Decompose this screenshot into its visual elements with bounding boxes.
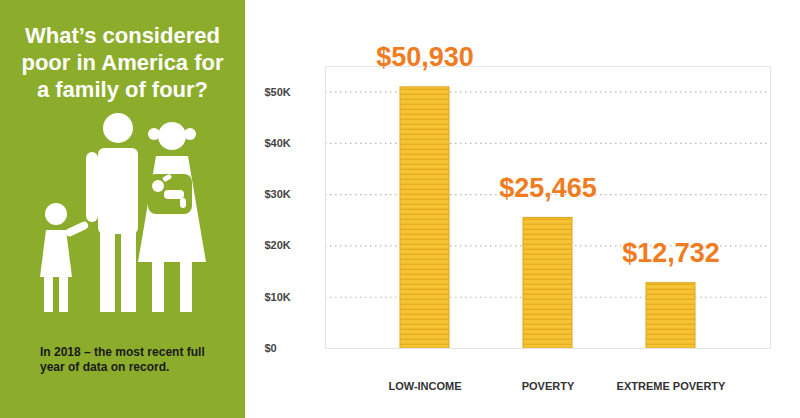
svg-text:$40K: $40K bbox=[265, 137, 291, 149]
svg-text:$0: $0 bbox=[265, 342, 277, 354]
svg-text:LOW-INCOME: LOW-INCOME bbox=[388, 380, 461, 392]
svg-text:POVERTY: POVERTY bbox=[522, 380, 575, 392]
svg-text:$25,465: $25,465 bbox=[499, 173, 597, 203]
svg-text:$10K: $10K bbox=[265, 291, 291, 303]
svg-text:$12,732: $12,732 bbox=[622, 238, 720, 268]
svg-text:EXTREME POVERTY: EXTREME POVERTY bbox=[617, 380, 726, 392]
svg-text:$50K: $50K bbox=[265, 86, 291, 98]
svg-text:$30K: $30K bbox=[265, 188, 291, 200]
html-text:What’s considered poor in Amer: What’s considered poor in America for a … bbox=[21, 23, 224, 102]
svg-text:$50,930: $50,930 bbox=[376, 42, 474, 72]
svg-text:$20K: $20K bbox=[265, 239, 291, 251]
html-text:In 2018 – the most recent full: In 2018 – the most recent full year of d… bbox=[40, 345, 205, 374]
